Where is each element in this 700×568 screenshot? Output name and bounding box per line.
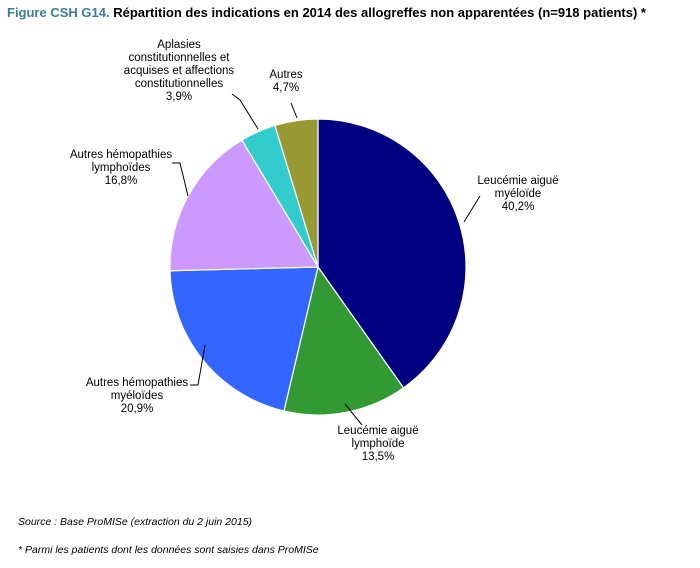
pie-slice-2: [169, 266, 319, 412]
slice-value-0: 40,2%: [502, 201, 535, 213]
slice-name-line-4: constitutionnelles et: [128, 52, 230, 64]
slice-label-0: Leucémie aiguë myéloïde 40,2%: [477, 175, 558, 213]
leader-line-4: [231, 93, 259, 130]
leader-line-2: [190, 344, 206, 386]
slice-name-line-2: Autres hémopathies: [86, 377, 189, 389]
chart-title: Figure CSH G14. Répartition des indicati…: [7, 5, 697, 20]
slice-label-5: Autres 4,7%: [269, 69, 302, 94]
pie-slice-5: [274, 118, 319, 268]
leader-line-1: [344, 403, 363, 426]
slice-label-4: Aplasies constitutionnelles et acquises et…: [124, 39, 235, 103]
slice-value-5: 4,7%: [273, 82, 299, 94]
slice-label-1: Leucémie aiguë lymphoïde 13,5%: [337, 425, 418, 463]
source-note: Source : Base ProMISe (extraction du 2 j…: [18, 516, 253, 528]
slice-value-1: 13,5%: [362, 451, 395, 463]
pie-chart: Leucémie aiguë myéloïde 40,2%Leucémie aigu…: [70, 39, 559, 463]
slice-value-4: 3,9%: [166, 91, 192, 103]
slice-name-line-4: constitutionnelles: [135, 78, 223, 90]
figure-title: Répartition des indications en 2014 des …: [113, 5, 646, 20]
slice-value-3: 16,8%: [105, 175, 138, 187]
slice-name-line-0: myéloïde: [495, 188, 542, 200]
footnote: * Parmi les patients dont les données so…: [18, 544, 319, 556]
slice-name-line-4: acquises et affections: [124, 65, 235, 77]
leader-line-0: [463, 195, 481, 223]
slice-label-3: Autres hémopathies lymphoïdes 16,8%: [70, 149, 173, 187]
slice-name-line-3: Autres hémopathies: [70, 149, 173, 161]
pie-slice-1: [283, 265, 405, 416]
figure-number: Figure CSH G14.: [7, 5, 110, 20]
slice-name-line-3: lymphoïdes: [92, 162, 151, 174]
pie-slice-0: [317, 118, 467, 389]
slice-name-line-1: Leucémie aiguë: [337, 425, 418, 437]
slice-name-line-5: Autres: [269, 69, 302, 81]
slice-value-2: 20,9%: [121, 403, 154, 415]
slice-label-2: Autres hémopathies myéloïdes 20,9%: [86, 377, 189, 415]
slice-name-line-0: Leucémie aiguë: [477, 175, 558, 187]
slice-name-line-1: lymphoïde: [351, 438, 404, 450]
slice-name-line-2: myéloïdes: [111, 390, 164, 402]
leader-line-3: [172, 162, 189, 197]
leader-line-5: [290, 102, 298, 119]
slice-name-line-4: Aplasies: [157, 39, 201, 51]
